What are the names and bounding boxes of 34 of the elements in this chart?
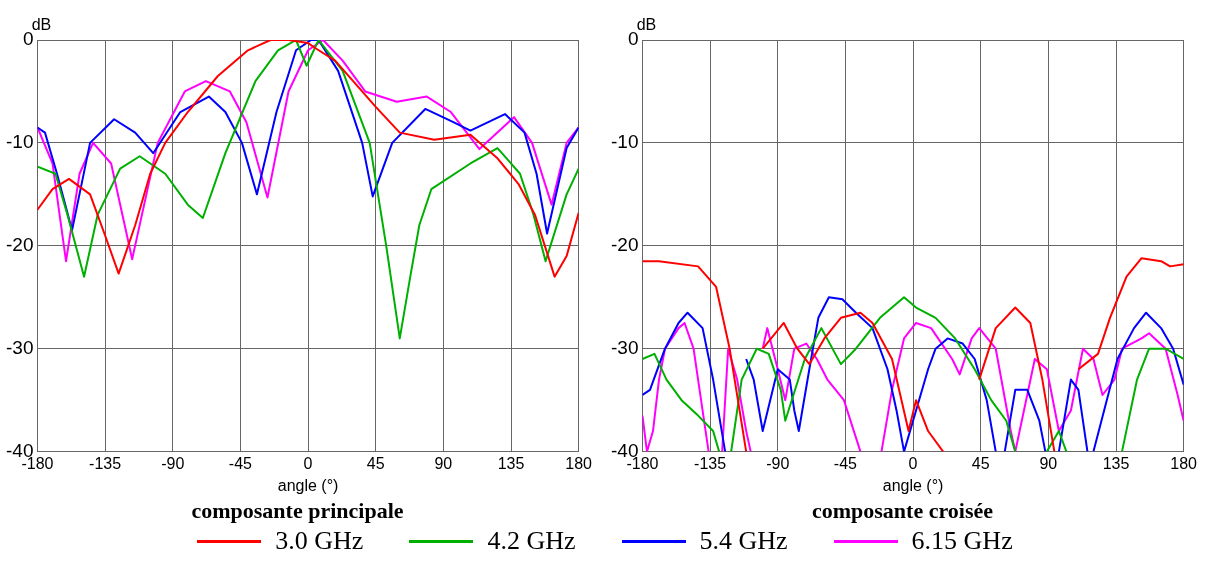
y-tick-label: 0: [627, 28, 639, 50]
text: composante principale: [191, 498, 404, 524]
x-tick-label: 90: [434, 454, 453, 472]
x-tick-label: -90: [766, 454, 790, 472]
legend-label: 6.15 GHz: [911, 526, 1013, 556]
x-tick-label: 45: [366, 454, 385, 472]
x-tick-label: -90: [161, 454, 185, 472]
legend-label: 4.2 GHz: [487, 526, 576, 556]
y-tick-label: -20: [5, 234, 34, 256]
x-axis-title: angle (°): [277, 476, 339, 494]
x-tick-label: -45: [833, 454, 858, 472]
y-tick-label: -30: [610, 336, 639, 358]
x-tick-label: 0: [908, 454, 918, 472]
legend-label: 5.4 GHz: [699, 526, 788, 556]
y-tick-label: -10: [610, 131, 639, 153]
x-tick-label: -45: [228, 454, 253, 472]
legend-label: 3.0 GHz: [275, 526, 364, 556]
x-tick-label: 180: [1170, 454, 1198, 472]
x-tick-label: 135: [497, 454, 525, 472]
y-tick-label: 0: [22, 28, 34, 50]
y-axis-title: dB: [31, 16, 52, 34]
y-tick-label: -10: [5, 131, 34, 153]
x-tick-label: 180: [565, 454, 593, 472]
x-tick-label: -135: [694, 454, 727, 472]
y-tick-label: -20: [610, 234, 639, 256]
text: composante croisée: [811, 498, 994, 524]
y-tick-label: -30: [5, 336, 34, 358]
x-tick-label: 45: [971, 454, 990, 472]
x-tick-label: -135: [89, 454, 122, 472]
x-axis-title: angle (°): [882, 476, 944, 494]
y-axis-title: dB: [636, 16, 657, 34]
x-tick-label: 135: [1102, 454, 1130, 472]
x-tick-label: 90: [1039, 454, 1058, 472]
x-tick-label: 0: [303, 454, 313, 472]
